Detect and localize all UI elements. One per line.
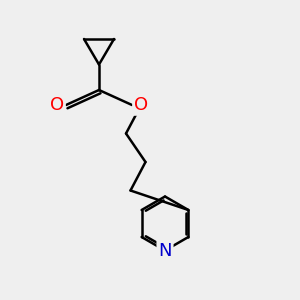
Text: O: O [50, 96, 64, 114]
Text: N: N [158, 242, 172, 260]
Text: O: O [134, 96, 148, 114]
